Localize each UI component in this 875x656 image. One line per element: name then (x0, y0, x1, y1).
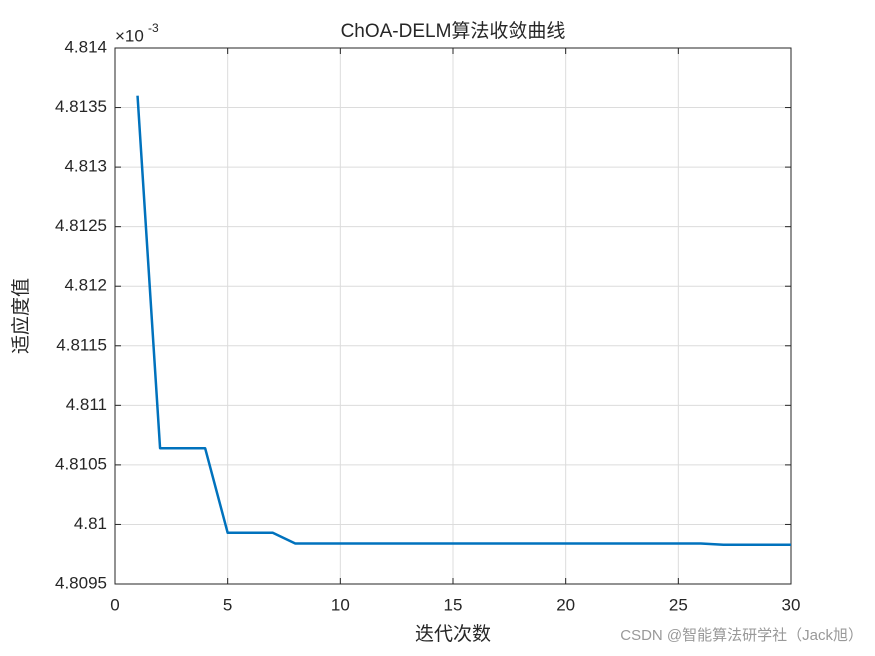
chart-title: ChOA-DELM算法收敛曲线 (341, 20, 566, 42)
x-tick-label: 0 (110, 595, 119, 614)
x-tick-label: 20 (556, 595, 575, 614)
y-tick-label: 4.812 (64, 276, 107, 295)
y-tick-label: 4.8095 (55, 573, 107, 592)
y-multiplier: ×10 (115, 26, 144, 45)
x-tick-label: 25 (669, 595, 688, 614)
y-multiplier-exponent: -3 (148, 21, 159, 35)
plot-frame (114, 47, 792, 585)
x-tick-label: 30 (782, 595, 801, 614)
y-tick-label: 4.814 (64, 37, 107, 56)
data-line (136, 95, 791, 546)
x-axis-label: 迭代次数 (415, 623, 491, 645)
y-tick-label: 4.8125 (55, 216, 107, 235)
x-tick-label: 10 (331, 595, 350, 614)
y-tick-label: 4.8135 (55, 97, 107, 116)
y-tick-label: 4.811 (66, 395, 107, 414)
y-tick-label: 4.813 (64, 157, 107, 176)
y-axis-label: 适应度值 (10, 278, 32, 354)
x-tick-label: 15 (444, 595, 463, 614)
y-tick-label: 4.8105 (55, 454, 107, 473)
y-tick-label: 4.8115 (56, 335, 107, 354)
watermark: CSDN @智能算法研学社（Jack旭） (620, 626, 863, 644)
x-tick-label: 5 (223, 595, 232, 614)
y-tick-label: 4.81 (74, 514, 107, 533)
